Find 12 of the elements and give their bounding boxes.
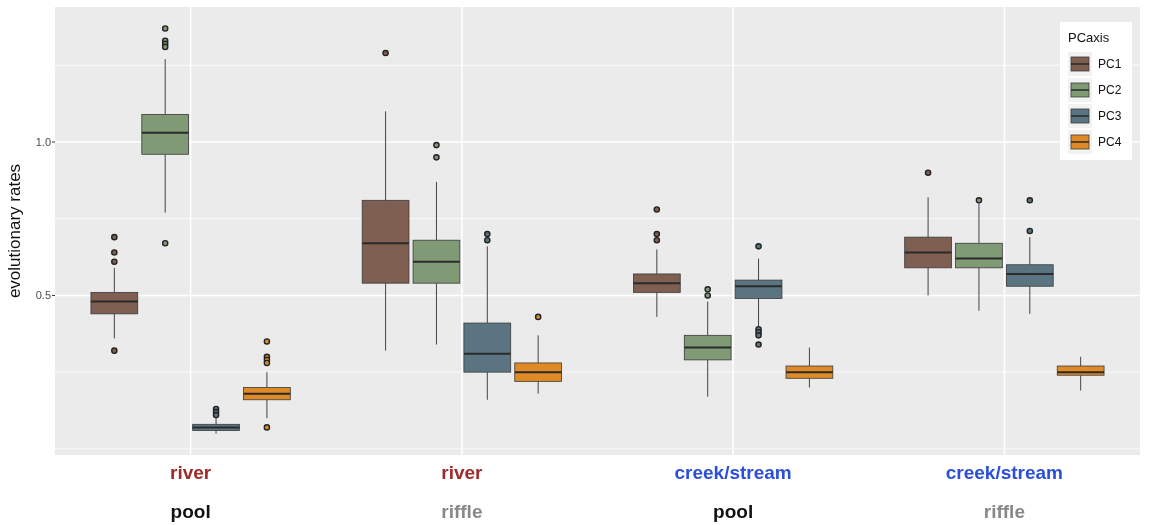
legend-title: PCaxis [1068, 30, 1110, 45]
legend-label: PC4 [1098, 135, 1122, 150]
x-tick-label: creek/stream pool [674, 462, 792, 522]
x-tick-label: creek/stream riffle [945, 462, 1064, 522]
x-tick-label: river pool [170, 462, 212, 522]
y-tick-label: 0.5 [35, 289, 51, 302]
y-axis-title: evolutionary rates [5, 163, 24, 299]
legend-label: PC2 [1098, 83, 1122, 98]
x-tick-label: river riffle [441, 462, 484, 522]
legend-label: PC1 [1098, 57, 1122, 72]
legend-label: PC3 [1098, 109, 1122, 124]
y-tick-label: 1.0 [35, 135, 51, 148]
